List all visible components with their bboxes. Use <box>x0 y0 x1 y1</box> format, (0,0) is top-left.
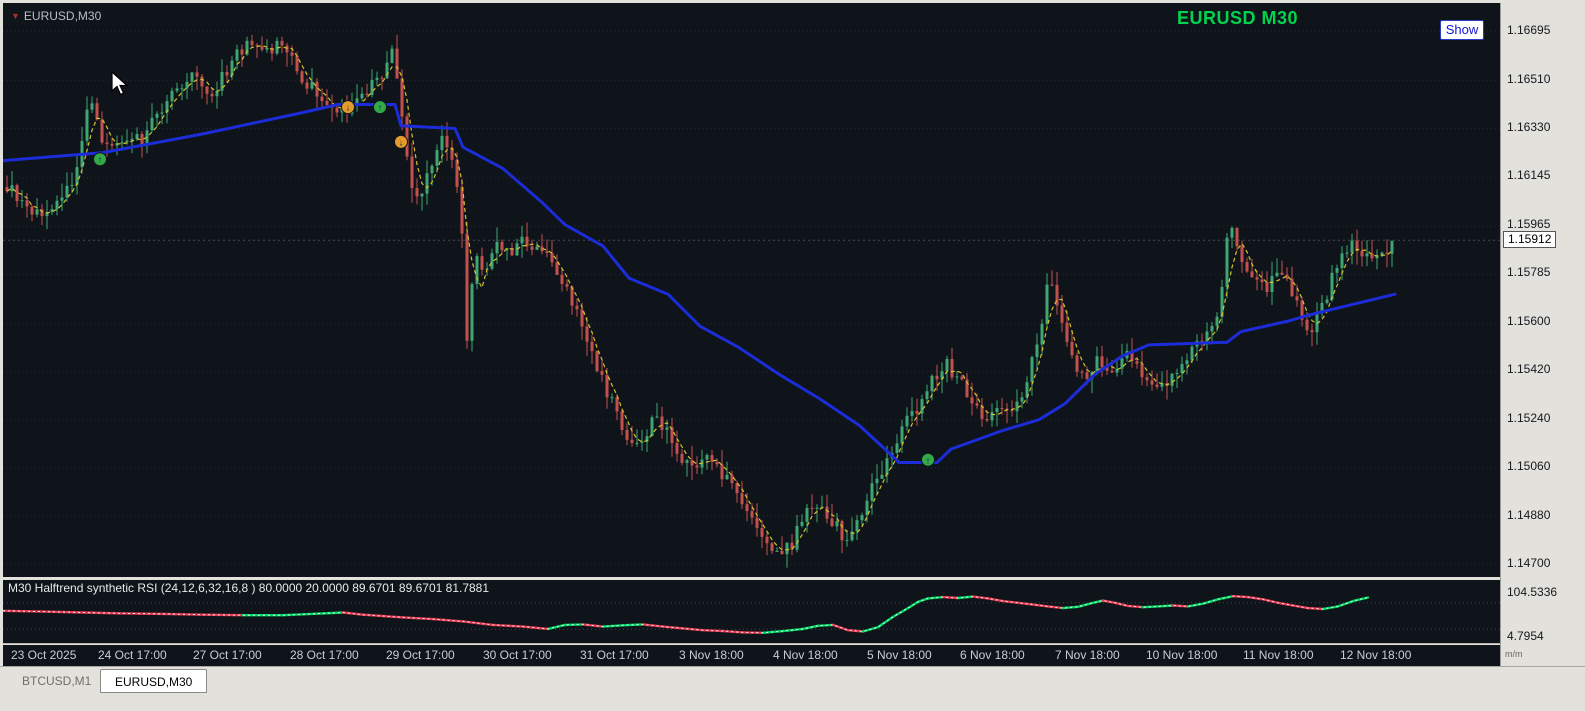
chart-title-text: EURUSD,M30 <box>23 9 102 23</box>
time-axis[interactable]: 23 Oct 2025 24 Oct 17:00 27 Oct 17:00 28 Oc… <box>3 645 1500 666</box>
time-axis-label: 5 Nov 18:00 <box>867 648 932 662</box>
price-axis-label: 1.15060 <box>1507 459 1551 474</box>
show-button[interactable]: Show <box>1440 20 1484 40</box>
indicator-max-label: 104.5336 <box>1507 585 1558 599</box>
price-axis-label: 1.14700 <box>1507 556 1551 570</box>
grid-lines <box>3 30 1500 565</box>
indicator-panel[interactable]: M30 Halftrend synthetic RSI (24,12,6,32,… <box>1 580 1500 644</box>
price-axis-label: 1.15965 <box>1507 216 1551 231</box>
subwindow-splitter[interactable] <box>3 577 1500 580</box>
price-axis-label: 1.16330 <box>1507 119 1551 134</box>
candles <box>5 34 1394 568</box>
price-axis-label: 1.16695 <box>1507 23 1551 37</box>
price-axis-label: 1.14880 <box>1507 507 1551 522</box>
time-axis-label: 3 Nov 18:00 <box>679 648 744 662</box>
svg-text:↑: ↑ <box>98 155 103 165</box>
scale-corner-label: m/m <box>1505 649 1523 659</box>
price-axis-label: 1.15785 <box>1507 265 1551 280</box>
price-axis-label: 1.16510 <box>1507 71 1551 86</box>
time-axis-label: 27 Oct 17:00 <box>193 648 262 662</box>
time-axis-label: 31 Oct 17:00 <box>580 648 649 662</box>
price-chart-canvas[interactable]: ↑ ↓ ↑ ↓ ↑ <box>3 3 1500 577</box>
time-axis-label: 7 Nov 18:00 <box>1055 648 1120 662</box>
price-axis-label: 1.15240 <box>1507 410 1551 425</box>
indicator-canvas[interactable] <box>1 580 1500 644</box>
time-axis-label: 28 Oct 17:00 <box>290 648 359 662</box>
time-axis-label: 6 Nov 18:00 <box>960 648 1025 662</box>
chart-tab-bar: BTCUSD,M1 EURUSD,M30 <box>0 666 1585 711</box>
time-axis-label: 29 Oct 17:00 <box>386 648 455 662</box>
signal-marker-sell[interactable]: ↓ <box>341 100 355 115</box>
price-scale[interactable]: 1.15912 104.5336 4.7954 m/m 1.16695 1.165… <box>1500 3 1582 666</box>
indicator-min-label: 4.7954 <box>1507 629 1544 643</box>
svg-text:↓: ↓ <box>346 103 351 113</box>
indicator-line <box>1 595 1370 634</box>
time-axis-label: 10 Nov 18:00 <box>1146 648 1218 662</box>
indicator-signal-line <box>2 595 1369 634</box>
tab-eurusd-m30[interactable]: EURUSD,M30 <box>100 669 208 693</box>
time-axis-label: 30 Oct 17:00 <box>483 648 552 662</box>
price-axis-label: 1.15420 <box>1507 362 1551 377</box>
svg-text:↓: ↓ <box>399 137 404 147</box>
signal-marker-buy[interactable]: ↑ <box>93 152 107 167</box>
price-axis-label: 1.16145 <box>1507 168 1551 183</box>
tab-btcusd-m1[interactable]: BTCUSD,M1 <box>22 674 92 688</box>
symbol-watermark: EURUSD M30 <box>1177 8 1299 28</box>
time-axis-label: 11 Nov 18:00 <box>1243 648 1314 662</box>
time-axis-label: 24 Oct 17:00 <box>98 648 167 662</box>
price-chart-panel[interactable]: ↑ ↓ ↑ ↓ ↑ ▼ EURUSD,M30 EURUSD M30 Show <box>3 3 1500 577</box>
halftrend-line <box>3 103 1397 464</box>
price-axis-label: 1.15600 <box>1507 313 1551 328</box>
chart-dropdown-icon[interactable]: ▼ <box>11 11 20 21</box>
current-price-badge: 1.15912 <box>1503 231 1557 248</box>
time-axis-label: 4 Nov 18:00 <box>773 648 838 662</box>
signal-marker-buy[interactable]: ↑ <box>373 100 387 115</box>
ma-line <box>6 44 1393 551</box>
time-axis-label: 12 Nov 18:00 <box>1340 648 1412 662</box>
signal-marker-buy[interactable]: ↑ <box>921 452 935 467</box>
signal-marker-sell[interactable]: ↓ <box>394 134 408 149</box>
time-axis-label: 23 Oct 2025 <box>11 648 77 662</box>
indicator-label: M30 Halftrend synthetic RSI (24,12,6,32,… <box>8 581 490 595</box>
mouse-cursor <box>111 71 129 96</box>
chart-title[interactable]: ▼ EURUSD,M30 <box>11 9 101 23</box>
svg-text:↑: ↑ <box>378 103 383 113</box>
svg-text:↑: ↑ <box>926 455 931 465</box>
